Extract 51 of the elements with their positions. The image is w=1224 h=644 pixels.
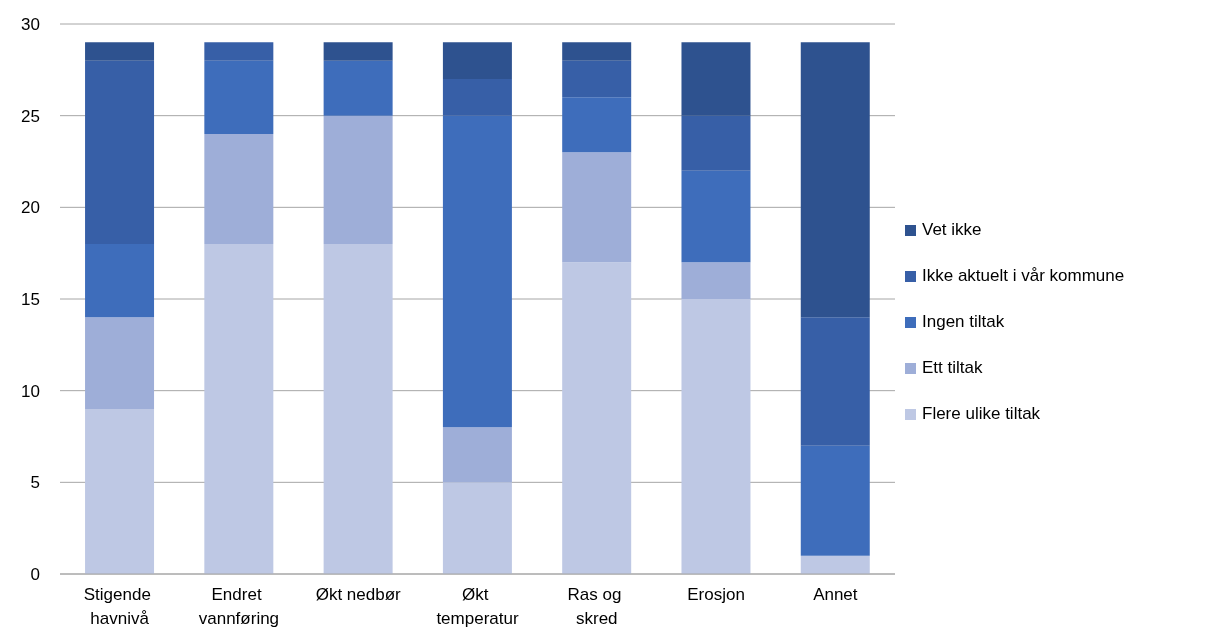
bar	[442, 427, 512, 483]
bar	[800, 555, 870, 574]
bar	[442, 482, 512, 574]
bar	[800, 42, 870, 318]
x-tick-label: Annet	[813, 585, 858, 604]
x-tick-label: Ras og skred	[567, 585, 627, 628]
bar	[562, 42, 632, 61]
bar	[562, 97, 632, 153]
bar	[800, 445, 870, 556]
x-tick-label: Økt temperatur	[436, 585, 519, 628]
bar	[85, 42, 155, 61]
y-tick-label: 30	[21, 15, 40, 35]
bar	[85, 317, 155, 409]
x-tick-label: Økt nedbør	[315, 585, 402, 604]
bar	[800, 317, 870, 446]
bar	[681, 299, 751, 574]
x-tick-label: Endret vannføring	[198, 585, 280, 628]
bar	[204, 134, 274, 244]
bar	[681, 170, 751, 263]
bar	[562, 152, 632, 263]
bar	[204, 244, 274, 574]
legend-label: Ikke aktuelt i vår kommune	[922, 266, 1125, 286]
bar	[85, 409, 155, 574]
bar	[442, 79, 512, 116]
bar	[562, 60, 632, 98]
y-tick-label: 25	[21, 106, 40, 126]
bar	[681, 262, 751, 299]
y-tick-label: 10	[21, 381, 40, 401]
bar	[323, 115, 393, 244]
bar	[323, 60, 393, 116]
bar	[442, 115, 512, 428]
y-tick-label: 15	[21, 290, 40, 310]
bar	[323, 244, 393, 574]
y-tick-label: 0	[30, 565, 40, 585]
bar	[442, 42, 512, 79]
x-tick-label: Stigende havnivå	[83, 585, 156, 628]
bar	[85, 244, 155, 318]
legend-label: Flere ulike tiltak	[922, 404, 1041, 424]
legend-label: Vet ikke	[922, 220, 982, 240]
legend-label: Ett tiltak	[922, 358, 983, 378]
bar	[681, 115, 751, 171]
x-tick-label: Erosjon	[687, 585, 745, 604]
bar	[681, 42, 751, 116]
legend-label: Ingen tiltak	[922, 312, 1005, 332]
bar	[204, 42, 274, 61]
bar	[323, 42, 393, 61]
bar	[562, 262, 632, 574]
y-tick-label: 20	[21, 198, 40, 218]
y-tick-label: 5	[30, 473, 40, 493]
bar	[85, 60, 155, 244]
bar	[204, 60, 274, 134]
